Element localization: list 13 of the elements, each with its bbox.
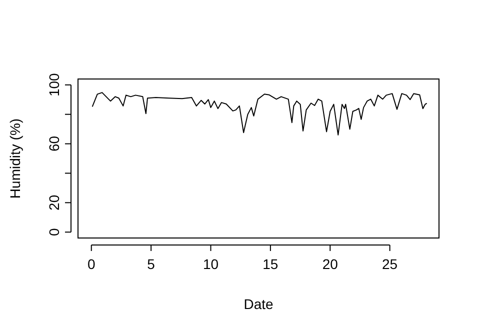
y-tick-label: 20 [46, 194, 62, 210]
y-tick-label: 0 [46, 228, 62, 236]
x-tick-label: 5 [147, 256, 156, 272]
y-axis-title: Humidity (%) [7, 118, 23, 199]
x-tick-label: 20 [322, 256, 338, 272]
line-series [92, 92, 428, 136]
y-tick-label: 60 [46, 136, 62, 152]
x-tick-label: 10 [202, 256, 219, 272]
x-tick-label: 25 [382, 256, 398, 272]
x-tick-label: 15 [262, 256, 278, 272]
y-tick-label: 100 [46, 72, 62, 97]
x-tick-label: 0 [87, 256, 96, 272]
x-axis-title: Date [244, 296, 274, 312]
